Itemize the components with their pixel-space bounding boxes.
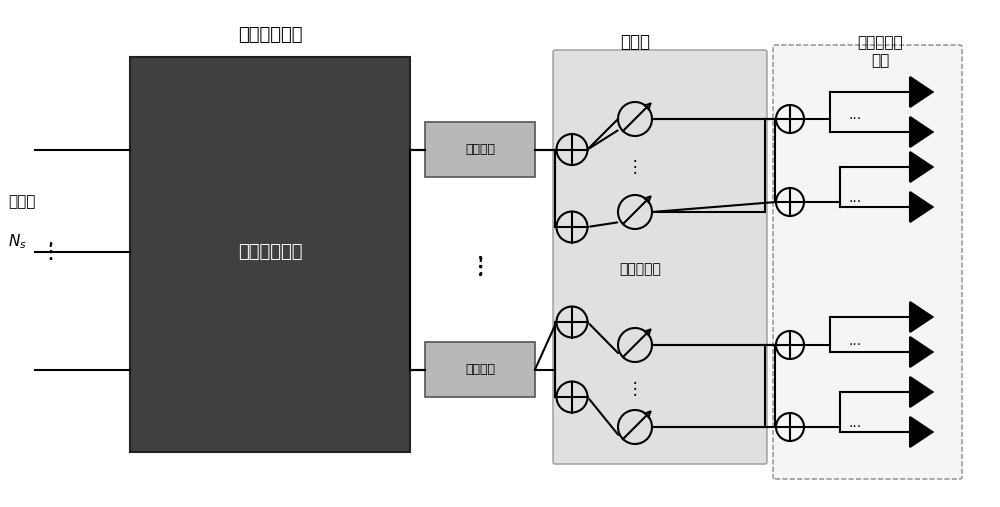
- Text: ···: ···: [848, 195, 862, 209]
- FancyBboxPatch shape: [425, 122, 535, 177]
- Text: ···: ···: [848, 112, 862, 126]
- Text: 射频链路: 射频链路: [465, 143, 495, 156]
- FancyBboxPatch shape: [425, 342, 535, 397]
- Text: 模拟移相器: 模拟移相器: [619, 262, 661, 276]
- Polygon shape: [910, 117, 932, 147]
- Text: ···: ···: [848, 420, 862, 434]
- Polygon shape: [910, 152, 932, 182]
- Text: ⋮: ⋮: [39, 242, 61, 262]
- Text: ⋮: ⋮: [627, 380, 643, 398]
- Text: 射频链路: 射频链路: [465, 363, 495, 376]
- Polygon shape: [910, 192, 932, 222]
- Text: ⋮: ⋮: [468, 255, 492, 279]
- Polygon shape: [910, 302, 932, 332]
- Text: 模拟域: 模拟域: [620, 33, 650, 51]
- FancyBboxPatch shape: [553, 50, 767, 464]
- Text: 数字信号处理: 数字信号处理: [238, 26, 302, 44]
- Text: ⋮: ⋮: [627, 158, 643, 176]
- Text: ⋮: ⋮: [469, 257, 491, 277]
- Polygon shape: [910, 77, 932, 107]
- Polygon shape: [910, 337, 932, 367]
- Text: ⋮: ⋮: [40, 242, 60, 262]
- Text: $N_s$: $N_s$: [8, 233, 27, 251]
- Text: 不规则贴片
子阵: 不规则贴片 子阵: [857, 35, 903, 68]
- FancyBboxPatch shape: [773, 45, 962, 479]
- FancyBboxPatch shape: [130, 57, 410, 452]
- Polygon shape: [910, 417, 932, 447]
- Polygon shape: [910, 377, 932, 407]
- Text: 数据流: 数据流: [8, 195, 35, 209]
- Text: 基带信号处理: 基带信号处理: [238, 243, 302, 261]
- Text: ⋮: ⋮: [470, 258, 490, 276]
- Text: ···: ···: [848, 338, 862, 352]
